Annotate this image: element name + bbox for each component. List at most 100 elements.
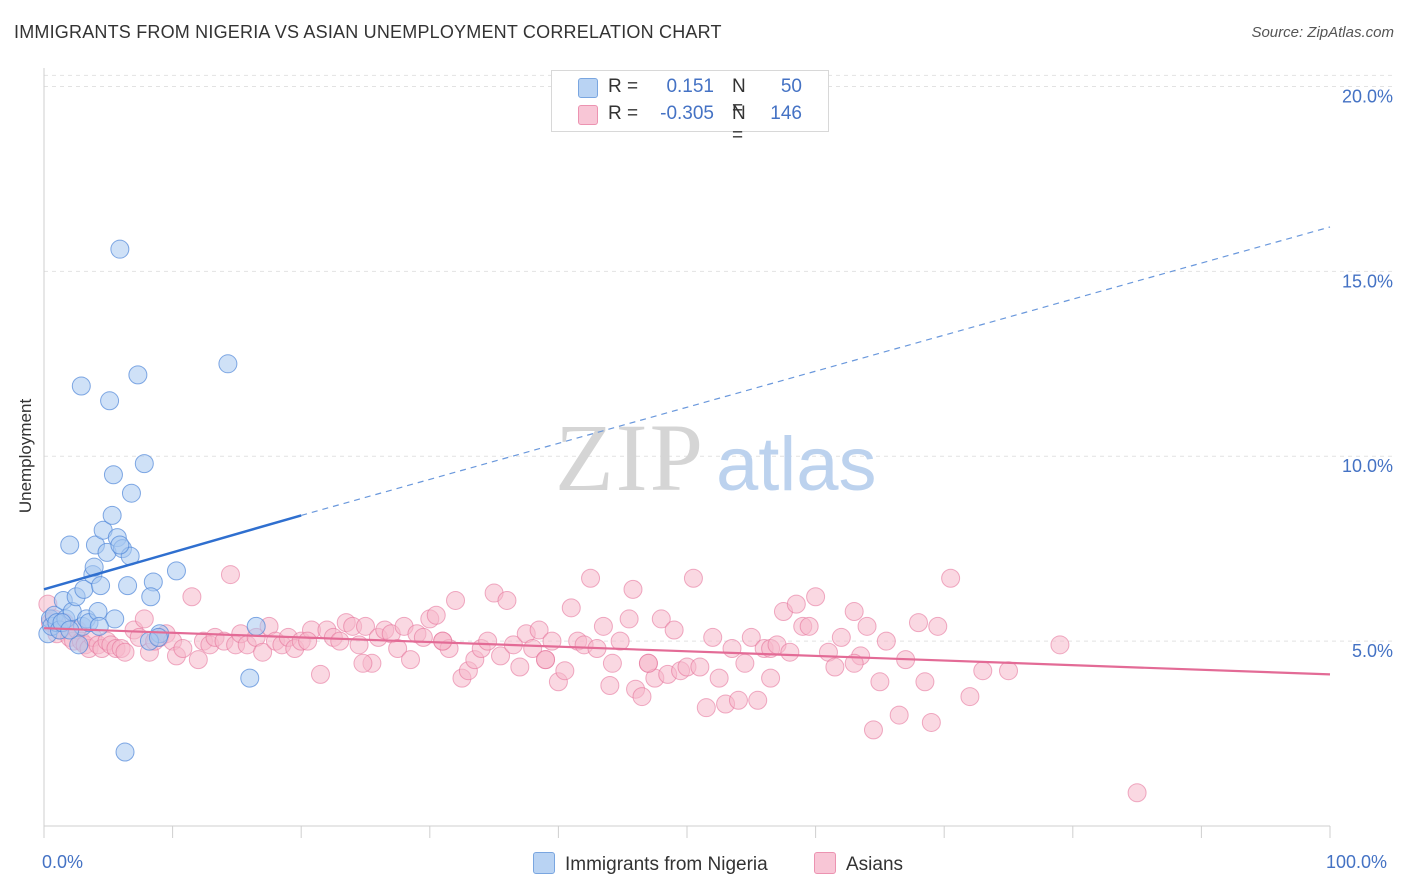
source-label: Source: ZipAtlas.com xyxy=(1251,24,1394,41)
data-point-asians xyxy=(561,598,581,618)
legend-r-value: -0.305 xyxy=(660,103,714,124)
data-point-asians xyxy=(536,650,556,670)
data-point-asians xyxy=(960,687,980,707)
data-point-asians xyxy=(915,672,935,692)
data-point-asians xyxy=(780,642,800,662)
data-point-asians xyxy=(941,568,961,588)
data-point-nigeria xyxy=(60,535,80,555)
legend-n-label: N = xyxy=(732,76,746,119)
correlation-legend: R = 0.151 N = 50 R = -0.305 N = 146 xyxy=(551,70,829,146)
axes xyxy=(43,68,1331,838)
gridlines xyxy=(44,74,1392,642)
data-point-asians xyxy=(555,661,575,681)
x-tick-max: 100.0% xyxy=(1326,852,1388,872)
data-point-asians xyxy=(683,568,703,588)
data-point-asians xyxy=(799,616,819,636)
data-point-asians xyxy=(806,587,826,607)
legend-r-value: 0.151 xyxy=(666,76,714,97)
data-point-asians xyxy=(651,609,671,629)
data-point-asians xyxy=(298,631,318,651)
data-point-asians xyxy=(426,605,446,625)
data-point-nigeria xyxy=(102,505,122,525)
data-point-asians xyxy=(529,620,549,640)
data-point-asians xyxy=(182,587,202,607)
data-point-nigeria xyxy=(166,561,186,581)
trend-line-nigeria-extrapolated xyxy=(301,226,1331,516)
y-tick-labels: 5.0% 10.0% 15.0% 20.0% xyxy=(1342,86,1393,661)
bottom-legend-label: Immigrants from Nigeria xyxy=(565,854,768,875)
data-point-asians xyxy=(310,664,330,684)
data-point-nigeria xyxy=(100,391,120,411)
data-point-asians xyxy=(1127,783,1147,803)
legend-n-value: 146 xyxy=(770,103,802,124)
data-point-asians xyxy=(703,627,723,647)
data-point-asians xyxy=(330,631,350,651)
data-point-nigeria xyxy=(91,576,111,596)
data-point-nigeria xyxy=(105,609,125,629)
y-tick-label: 5.0% xyxy=(1352,641,1393,661)
watermark: ZIP atlas xyxy=(555,404,877,511)
data-point-asians xyxy=(728,690,748,710)
data-point-asians xyxy=(722,639,742,659)
data-point-asians xyxy=(928,616,948,636)
data-point-asians xyxy=(638,653,658,673)
data-point-nigeria xyxy=(240,668,260,688)
legend-n-label: N = xyxy=(732,103,746,146)
data-point-asians xyxy=(134,609,154,629)
data-point-nigeria xyxy=(128,365,148,385)
data-point-asians xyxy=(741,627,761,647)
data-point-asians xyxy=(709,668,729,688)
data-point-nigeria xyxy=(110,535,130,555)
data-point-asians xyxy=(876,631,896,651)
legend-n-value: 50 xyxy=(780,76,802,97)
series-nigeria xyxy=(38,239,266,762)
data-point-asians xyxy=(610,631,630,651)
data-point-nigeria xyxy=(110,239,130,259)
legend-swatch-blue xyxy=(578,78,598,98)
data-point-asians xyxy=(413,627,433,647)
data-point-asians xyxy=(388,639,408,659)
legend-r-label: R = xyxy=(608,76,639,97)
y-tick-label: 20.0% xyxy=(1342,86,1393,106)
bottom-legend-asians: Asians xyxy=(814,852,903,876)
legend-r-label: R = xyxy=(608,103,639,124)
data-point-asians xyxy=(908,613,928,633)
data-point-asians xyxy=(593,616,613,636)
data-point-asians xyxy=(825,657,845,677)
data-point-nigeria xyxy=(69,635,89,655)
data-point-asians xyxy=(523,639,543,659)
y-tick-label: 15.0% xyxy=(1342,271,1393,291)
watermark-atlas: atlas xyxy=(716,422,877,507)
data-point-asians xyxy=(353,653,373,673)
legend-swatch-pink xyxy=(578,105,598,125)
data-point-asians xyxy=(433,631,453,651)
data-point-asians xyxy=(220,565,240,585)
data-point-asians xyxy=(356,616,375,636)
data-point-asians xyxy=(889,705,909,725)
data-point-asians xyxy=(623,579,643,599)
x-tick-min: 0.0% xyxy=(42,852,84,872)
data-point-asians xyxy=(999,661,1018,681)
data-point-asians xyxy=(844,653,864,673)
data-point-nigeria xyxy=(141,587,161,607)
data-point-nigeria xyxy=(71,376,91,396)
trend-line-asians xyxy=(43,627,1331,676)
data-point-asians xyxy=(921,712,941,732)
data-point-asians xyxy=(188,650,208,670)
data-point-asians xyxy=(401,650,421,670)
data-point-nigeria xyxy=(118,576,138,596)
y-tick-label: 10.0% xyxy=(1342,456,1393,476)
watermark-zip: ZIP xyxy=(555,404,705,511)
data-point-asians xyxy=(446,590,466,610)
bottom-legend-label: Asians xyxy=(846,854,904,875)
data-point-asians xyxy=(863,720,883,740)
data-point-nigeria xyxy=(89,616,109,636)
trend-lines xyxy=(43,226,1331,676)
data-point-asians xyxy=(696,698,716,718)
data-point-nigeria xyxy=(246,616,266,636)
data-point-asians xyxy=(973,661,993,681)
data-point-asians xyxy=(786,594,806,614)
data-point-nigeria xyxy=(218,354,238,374)
data-point-asians xyxy=(173,639,193,659)
